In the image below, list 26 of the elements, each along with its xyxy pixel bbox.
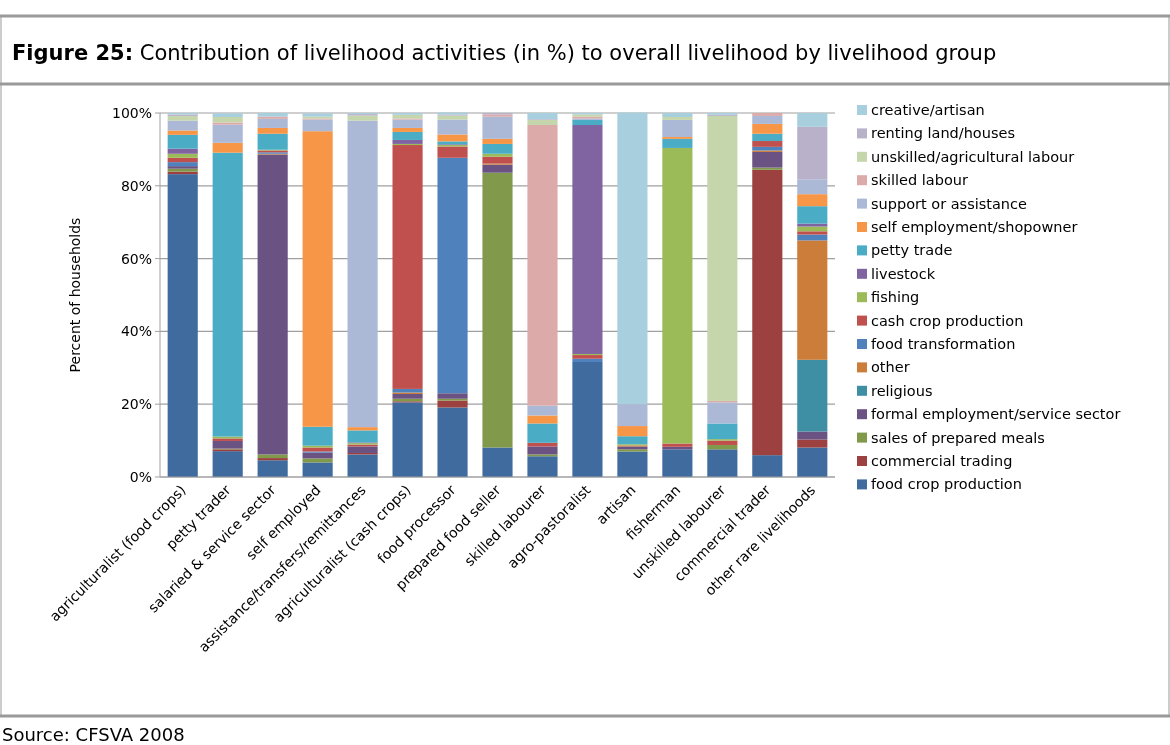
source-note: Source: CFSVA 2008 — [2, 724, 185, 745]
legend-label: food transformation — [871, 336, 1016, 353]
y-axis-title: Percent of households — [67, 217, 83, 373]
legend-label: food crop production — [871, 476, 1022, 493]
y-tick-label: 60% — [120, 250, 152, 267]
legend-label: livestock — [871, 265, 936, 282]
legend-label: formal employment/service sector — [871, 406, 1121, 423]
legend-label: unskilled/agricultural labour — [871, 148, 1075, 165]
chart-title: Figure 25: Contribution of livelihood activities (in %) to overall livelihood by livelihood group — [12, 41, 997, 65]
legend-label: skilled labour — [871, 172, 968, 189]
y-tick-label: 100% — [111, 104, 152, 121]
legend-label: creative/artisan — [871, 102, 985, 119]
legend-label: cash crop production — [871, 312, 1024, 329]
legend-label: petty trade — [871, 242, 953, 259]
legend-label: sales of prepared meals — [871, 429, 1045, 446]
legend-label: renting land/houses — [871, 125, 1015, 142]
legend-label: commercial trading — [871, 453, 1013, 470]
legend-label: support or assistance — [871, 195, 1028, 212]
legend-label: religious — [871, 382, 933, 399]
y-tick-label: 0% — [129, 468, 152, 485]
legend-label: other — [871, 359, 910, 376]
legend-label: self employment/shopowner — [871, 219, 1078, 236]
y-tick-label: 40% — [120, 323, 152, 340]
y-tick-label: 80% — [120, 177, 152, 194]
legend-label: fishing — [871, 289, 920, 306]
y-tick-label: 20% — [120, 396, 152, 413]
